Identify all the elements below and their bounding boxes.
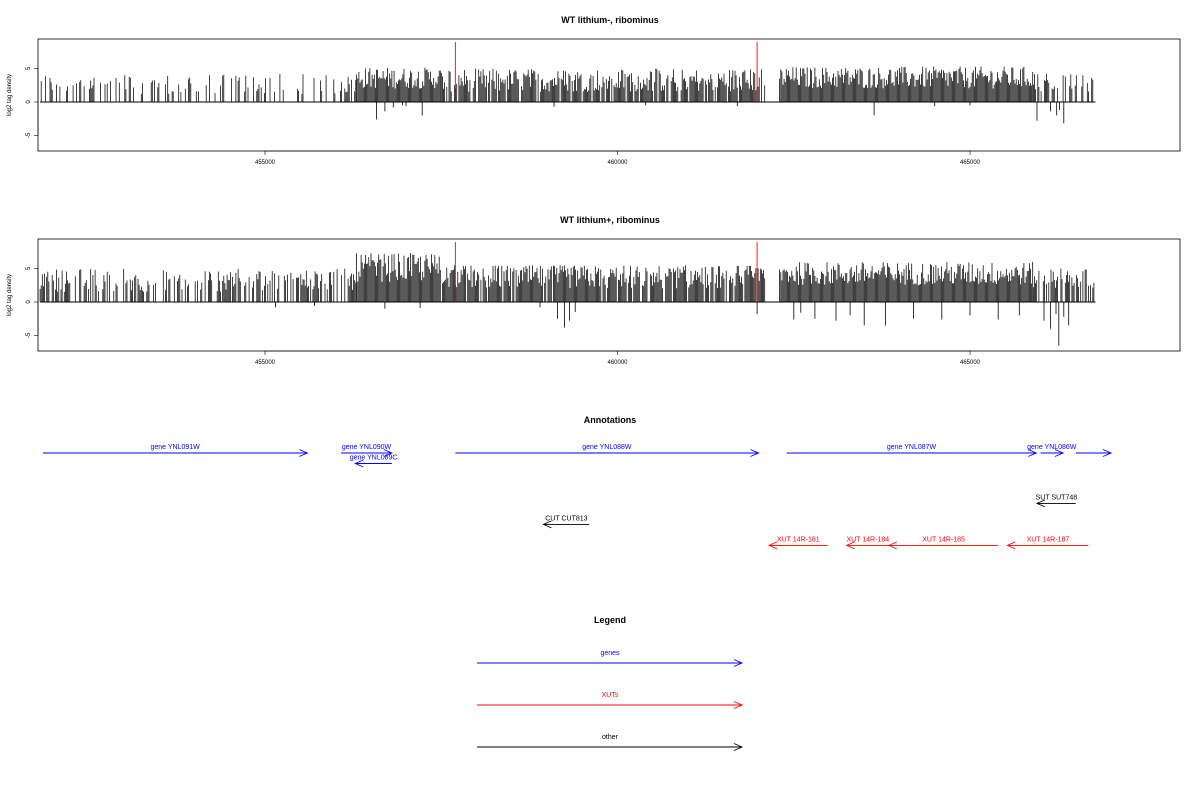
feature-label: SUT SUT748 bbox=[1036, 494, 1078, 501]
legend-label: other bbox=[602, 734, 619, 741]
x-tick-label: 455000 bbox=[255, 360, 276, 366]
feature-label: XUT 14R-187 bbox=[1027, 536, 1070, 543]
feature-label: XUT 14R-184 bbox=[846, 536, 889, 543]
y-tick-label: 0 bbox=[26, 100, 32, 104]
feature-arrow bbox=[1075, 449, 1113, 457]
y-tick-label: 0 bbox=[26, 300, 32, 304]
feature-label: gene YNL086W bbox=[1027, 444, 1077, 451]
feature-arrow: CUT CUT813 bbox=[542, 515, 590, 529]
y-axis-label: log2 tag density bbox=[7, 74, 13, 116]
y-tick-label: -5 bbox=[26, 132, 32, 138]
feature-label: CUT CUT813 bbox=[545, 515, 587, 522]
feature-label: gene YNL088W bbox=[582, 444, 632, 451]
feature-arrow: gene YNL091W bbox=[42, 444, 309, 457]
feature-label: gene YNL089C bbox=[350, 455, 398, 462]
track-title: WT lithium+, ribominus bbox=[560, 215, 660, 225]
legend-item: other bbox=[477, 734, 744, 751]
legend-label: genes bbox=[600, 650, 620, 657]
feature-arrow: gene YNL089C bbox=[350, 455, 398, 468]
x-tick-label: 460000 bbox=[607, 360, 628, 366]
feature-arrow: XUT 14R-181 bbox=[767, 536, 828, 550]
y-tick-label: -5 bbox=[26, 332, 32, 338]
feature-arrow: gene YNL090W bbox=[341, 444, 394, 457]
track-lithium-plus: WT lithium+, ribominus log2 tag density … bbox=[7, 215, 1181, 366]
x-tick-label: 460000 bbox=[607, 160, 628, 166]
x-tick-label: 465000 bbox=[960, 160, 981, 166]
feature-arrow: XUT 14R-185 bbox=[887, 536, 999, 550]
x-tick-label: 465000 bbox=[960, 360, 981, 366]
feature-arrows: gene YNL091W gene YNL090W gene YNL089C gene… bbox=[42, 444, 1113, 550]
feature-label: XUT 14R-181 bbox=[777, 536, 820, 543]
legend-panel: Legend genes XUTs other bbox=[477, 615, 744, 751]
density-bars bbox=[40, 66, 1094, 124]
y-tick-label: 5 bbox=[26, 66, 32, 70]
feature-label: gene YNL087W bbox=[887, 444, 937, 451]
marker-lines bbox=[454, 42, 758, 102]
feature-arrow: XUT 14R-187 bbox=[1006, 536, 1089, 550]
feature-label: gene YNL090W bbox=[342, 444, 392, 451]
feature-label: XUT 14R-185 bbox=[922, 536, 965, 543]
feature-label: gene YNL091W bbox=[150, 444, 200, 451]
feature-arrow: SUT SUT748 bbox=[1036, 494, 1078, 508]
y-axis-label: log2 tag density bbox=[7, 274, 13, 316]
legend-items: genes XUTs other bbox=[477, 650, 744, 751]
marker-lines bbox=[454, 242, 758, 302]
x-axis: 455000 460000 465000 bbox=[255, 350, 981, 366]
feature-arrow: gene YNL088W bbox=[455, 444, 760, 457]
density-bars bbox=[39, 253, 1095, 346]
track-title: WT lithium-, ribominus bbox=[561, 15, 659, 25]
legend-title: Legend bbox=[594, 615, 626, 625]
y-axis: -5 0 5 bbox=[26, 266, 39, 338]
legend-item: XUTs bbox=[477, 692, 744, 709]
legend-label: XUTs bbox=[602, 692, 619, 699]
track-lithium-minus: WT lithium-, ribominus log2 tag density … bbox=[7, 15, 1181, 166]
x-axis: 455000 460000 465000 bbox=[255, 150, 981, 166]
x-tick-label: 455000 bbox=[255, 160, 276, 166]
y-axis: -5 0 5 bbox=[26, 66, 39, 138]
feature-arrow: gene YNL086W bbox=[1027, 444, 1077, 457]
feature-arrow: XUT 14R-184 bbox=[845, 536, 889, 550]
y-tick-label: 5 bbox=[26, 266, 32, 270]
legend-item: genes bbox=[477, 650, 744, 667]
feature-arrow: gene YNL087W bbox=[786, 444, 1038, 457]
annotations-panel: Annotations gene YNL091W gene YNL090Wgene… bbox=[42, 415, 1113, 550]
annotations-title: Annotations bbox=[584, 415, 637, 425]
